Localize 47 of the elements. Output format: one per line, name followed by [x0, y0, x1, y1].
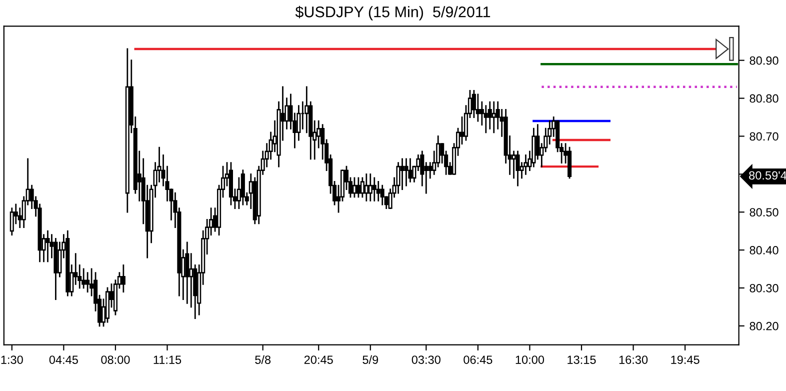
- candlestick: [516, 150, 520, 186]
- candlestick: [46, 230, 50, 262]
- candlestick: [380, 184, 384, 206]
- y-tick-label: 80.80: [750, 94, 778, 103]
- candlestick: [408, 158, 412, 182]
- candlestick: [82, 268, 86, 289]
- candlestick: [86, 272, 90, 292]
- candlestick: [356, 177, 360, 198]
- candlestick: [568, 146, 572, 179]
- x-tick-label: 08:00: [101, 356, 130, 364]
- candlestick: [360, 177, 364, 198]
- candlestick: [66, 230, 70, 296]
- x-tick-label: 5/9: [362, 355, 378, 364]
- x-tick-label: 16:30: [619, 356, 648, 364]
- candlestick: [125, 48, 130, 213]
- candlestick: [472, 90, 476, 118]
- y-tick-label: 80.70: [750, 132, 778, 141]
- y-tick-label: 80.20: [750, 322, 778, 330]
- x-tick-label: 20:45: [304, 356, 333, 364]
- x-tick-label: 10:00: [516, 356, 544, 364]
- candlestick: [228, 162, 233, 206]
- x-tick-label: 06:45: [464, 356, 492, 364]
- candlestick: [368, 173, 372, 202]
- candlestick: [532, 128, 536, 168]
- x-tick-label: 03:30: [412, 356, 440, 364]
- x-tick-label: 5/8: [255, 355, 271, 364]
- y-tick-label: 80.50: [750, 208, 778, 216]
- x-tick-label: 1:30: [1, 356, 23, 364]
- y-tick-label: 80.90: [750, 56, 778, 65]
- candlestick: [364, 173, 368, 202]
- x-tick-label: 11:15: [154, 356, 182, 364]
- candlestick: [54, 238, 58, 300]
- candlestick: [488, 101, 492, 130]
- y-tick-label: 80.30: [750, 284, 778, 292]
- chart-title: $USDJPY (15 Min) 5/9/2011: [295, 6, 490, 20]
- x-tick-label: 13:15: [568, 356, 596, 364]
- candlestick: [10, 208, 14, 236]
- candlestick: [121, 264, 126, 292]
- x-tick-label: 19:45: [671, 356, 700, 364]
- candlestick: [404, 158, 408, 186]
- candlestick: [396, 162, 400, 194]
- candlestick: [185, 242, 190, 304]
- y-tick-label: 80.40: [750, 246, 778, 254]
- candlestick: [352, 177, 356, 198]
- x-tick-label: 04:45: [49, 356, 78, 364]
- candlestick: [240, 170, 245, 206]
- candlestick: [105, 287, 110, 323]
